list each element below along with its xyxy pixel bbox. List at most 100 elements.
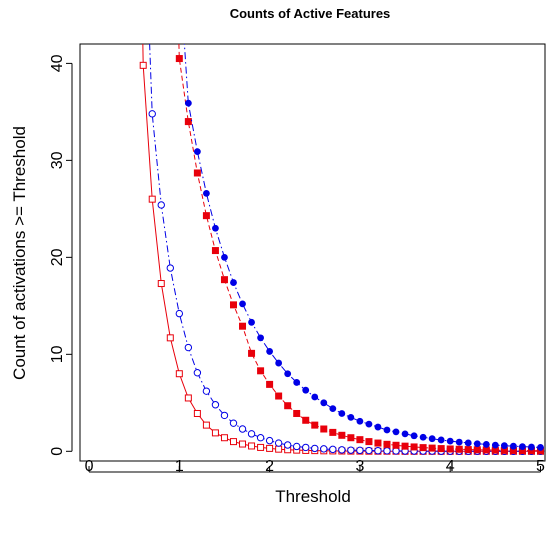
data-point	[230, 279, 237, 286]
data-point	[419, 444, 427, 452]
data-point	[329, 405, 337, 413]
data-point	[203, 189, 210, 197]
data-point	[365, 420, 373, 428]
data-point	[266, 444, 274, 452]
data-point	[175, 370, 183, 378]
data-point	[464, 439, 472, 447]
data-point	[392, 428, 400, 436]
x-tick-label: 5	[536, 458, 545, 475]
data-point	[202, 212, 210, 220]
data-point	[365, 446, 373, 455]
data-point	[221, 253, 228, 261]
data-point	[519, 443, 526, 451]
data-point	[356, 436, 364, 444]
data-point	[157, 280, 165, 288]
data-point	[166, 334, 174, 342]
data-point	[220, 434, 228, 442]
data-point	[248, 349, 256, 357]
data-point	[220, 276, 228, 284]
data-point	[528, 443, 535, 451]
chart-title: Counts of Active Features	[230, 6, 391, 21]
data-point	[275, 445, 283, 453]
x-tick-label: 3	[355, 458, 364, 475]
data-point	[473, 446, 481, 454]
data-point	[283, 441, 292, 449]
data-point	[410, 432, 418, 440]
data-point	[455, 445, 463, 453]
data-point	[302, 443, 310, 452]
data-point	[491, 441, 499, 449]
data-point	[329, 428, 337, 436]
data-point	[482, 446, 490, 454]
y-tick-label: 40	[49, 54, 66, 72]
series-line	[142, 44, 541, 452]
data-point	[229, 438, 237, 446]
series-1	[148, 44, 545, 456]
x-axis: 0 1 2 3 4 5	[85, 458, 545, 475]
data-point	[184, 394, 192, 402]
data-point	[148, 195, 156, 203]
data-point	[229, 301, 237, 309]
data-point	[374, 439, 382, 447]
data-point	[473, 440, 481, 448]
plot-frame	[79, 43, 546, 462]
data-point	[482, 441, 490, 448]
data-point	[437, 436, 445, 444]
data-point	[184, 99, 192, 107]
data-point	[302, 416, 310, 424]
data-point	[239, 300, 246, 308]
y-tick-label: 10	[49, 345, 66, 363]
data-point	[193, 409, 201, 417]
data-point	[320, 445, 328, 453]
series-line	[149, 44, 541, 452]
data-point	[284, 402, 292, 410]
data-point	[202, 387, 211, 395]
y-tick-label: 0	[49, 447, 66, 456]
data-point	[311, 421, 319, 429]
x-tick-label: 4	[446, 458, 455, 475]
data-point	[365, 438, 373, 446]
data-point	[193, 169, 201, 177]
series-line	[178, 44, 541, 452]
data-point	[374, 447, 382, 455]
y-tick-label: 30	[49, 151, 66, 169]
data-point	[338, 431, 346, 439]
series-0	[139, 44, 544, 455]
data-point	[139, 61, 147, 69]
series-2	[175, 44, 544, 455]
data-point	[202, 421, 210, 429]
x-tick-label: 1	[175, 458, 184, 475]
data-point	[374, 423, 382, 431]
data-point	[428, 444, 436, 452]
data-point	[193, 369, 202, 377]
series-layer	[139, 44, 545, 456]
data-point	[464, 446, 472, 454]
data-point	[284, 370, 292, 378]
y-axis: 0 10 20 30 40	[49, 54, 73, 456]
data-point	[265, 436, 274, 445]
data-point	[437, 445, 445, 453]
data-point	[347, 434, 355, 442]
x-tick-label: 2	[265, 458, 274, 475]
data-point	[383, 447, 391, 455]
data-point	[293, 379, 301, 386]
data-point	[248, 442, 256, 450]
data-point	[383, 440, 391, 448]
data-point	[329, 445, 337, 454]
data-point	[212, 224, 219, 232]
data-point	[293, 409, 301, 417]
data-point	[274, 439, 283, 447]
data-point	[238, 425, 247, 433]
data-point	[257, 334, 264, 342]
data-point	[338, 410, 346, 417]
data-point	[257, 367, 265, 375]
data-point	[410, 443, 418, 451]
data-point	[302, 386, 310, 394]
data-point	[211, 429, 219, 437]
data-point	[347, 446, 355, 454]
data-point	[157, 201, 165, 209]
data-point	[392, 441, 400, 449]
x-tick-label: 0	[85, 458, 94, 475]
data-point	[311, 444, 319, 453]
